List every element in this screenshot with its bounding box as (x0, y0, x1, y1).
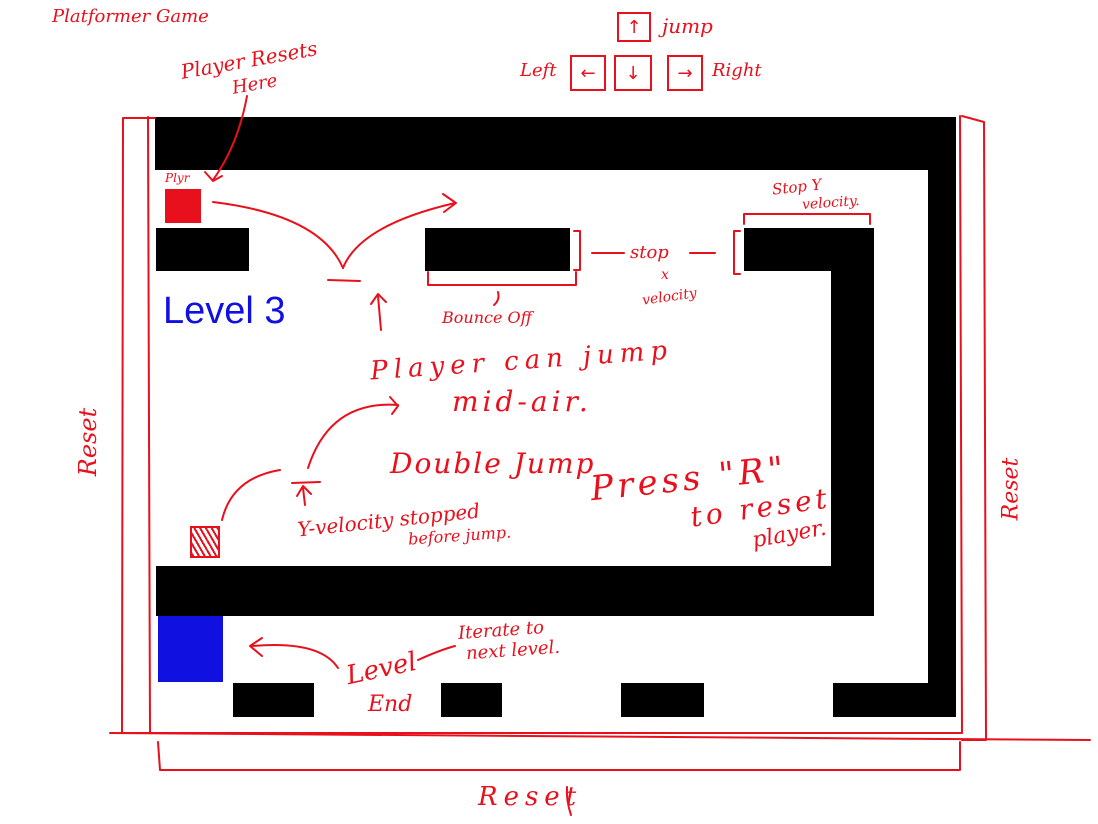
jump-key: ↑ (617, 12, 651, 42)
down-key: ↓ (614, 55, 652, 91)
stop-x-note-x: x (661, 267, 669, 283)
bottom-step-3 (621, 683, 704, 717)
ceiling-wall (155, 117, 956, 170)
mid-air-note: mid-air. (452, 385, 592, 418)
player-ghost-square (190, 526, 220, 558)
start-ledge (156, 228, 249, 271)
bounce-platform (425, 228, 570, 271)
right-label: Right (712, 60, 762, 81)
right-outer-wall (928, 117, 956, 717)
left-label: Left (520, 60, 557, 81)
left-key: ← (570, 55, 606, 91)
reset-left-note: Reset (74, 407, 103, 477)
level-label: Level 3 (163, 290, 286, 332)
double-jump-note: Double Jump (390, 447, 596, 480)
player-marker-note: Plyr (165, 171, 190, 185)
jump-label: jump (662, 14, 713, 38)
player-spawn-square (165, 189, 201, 223)
level-end-goal (158, 616, 223, 682)
reset-bottom-note: Reset (478, 782, 583, 812)
stop-x-note: stop (630, 242, 669, 263)
main-floor (156, 566, 874, 616)
stop-y-note-velocity: velocity. (801, 193, 861, 213)
inner-right-pillar (831, 228, 874, 616)
sketch-title: Platformer Game (52, 6, 209, 27)
bottom-step-2 (441, 683, 502, 717)
bottom-step-4 (833, 683, 956, 717)
right-key: → (667, 55, 703, 91)
bounce-off-note: Bounce Off (442, 308, 532, 327)
bottom-step-1 (233, 683, 314, 717)
reset-right-note: Reset (998, 457, 1024, 521)
level-end-note-end: End (368, 692, 413, 717)
